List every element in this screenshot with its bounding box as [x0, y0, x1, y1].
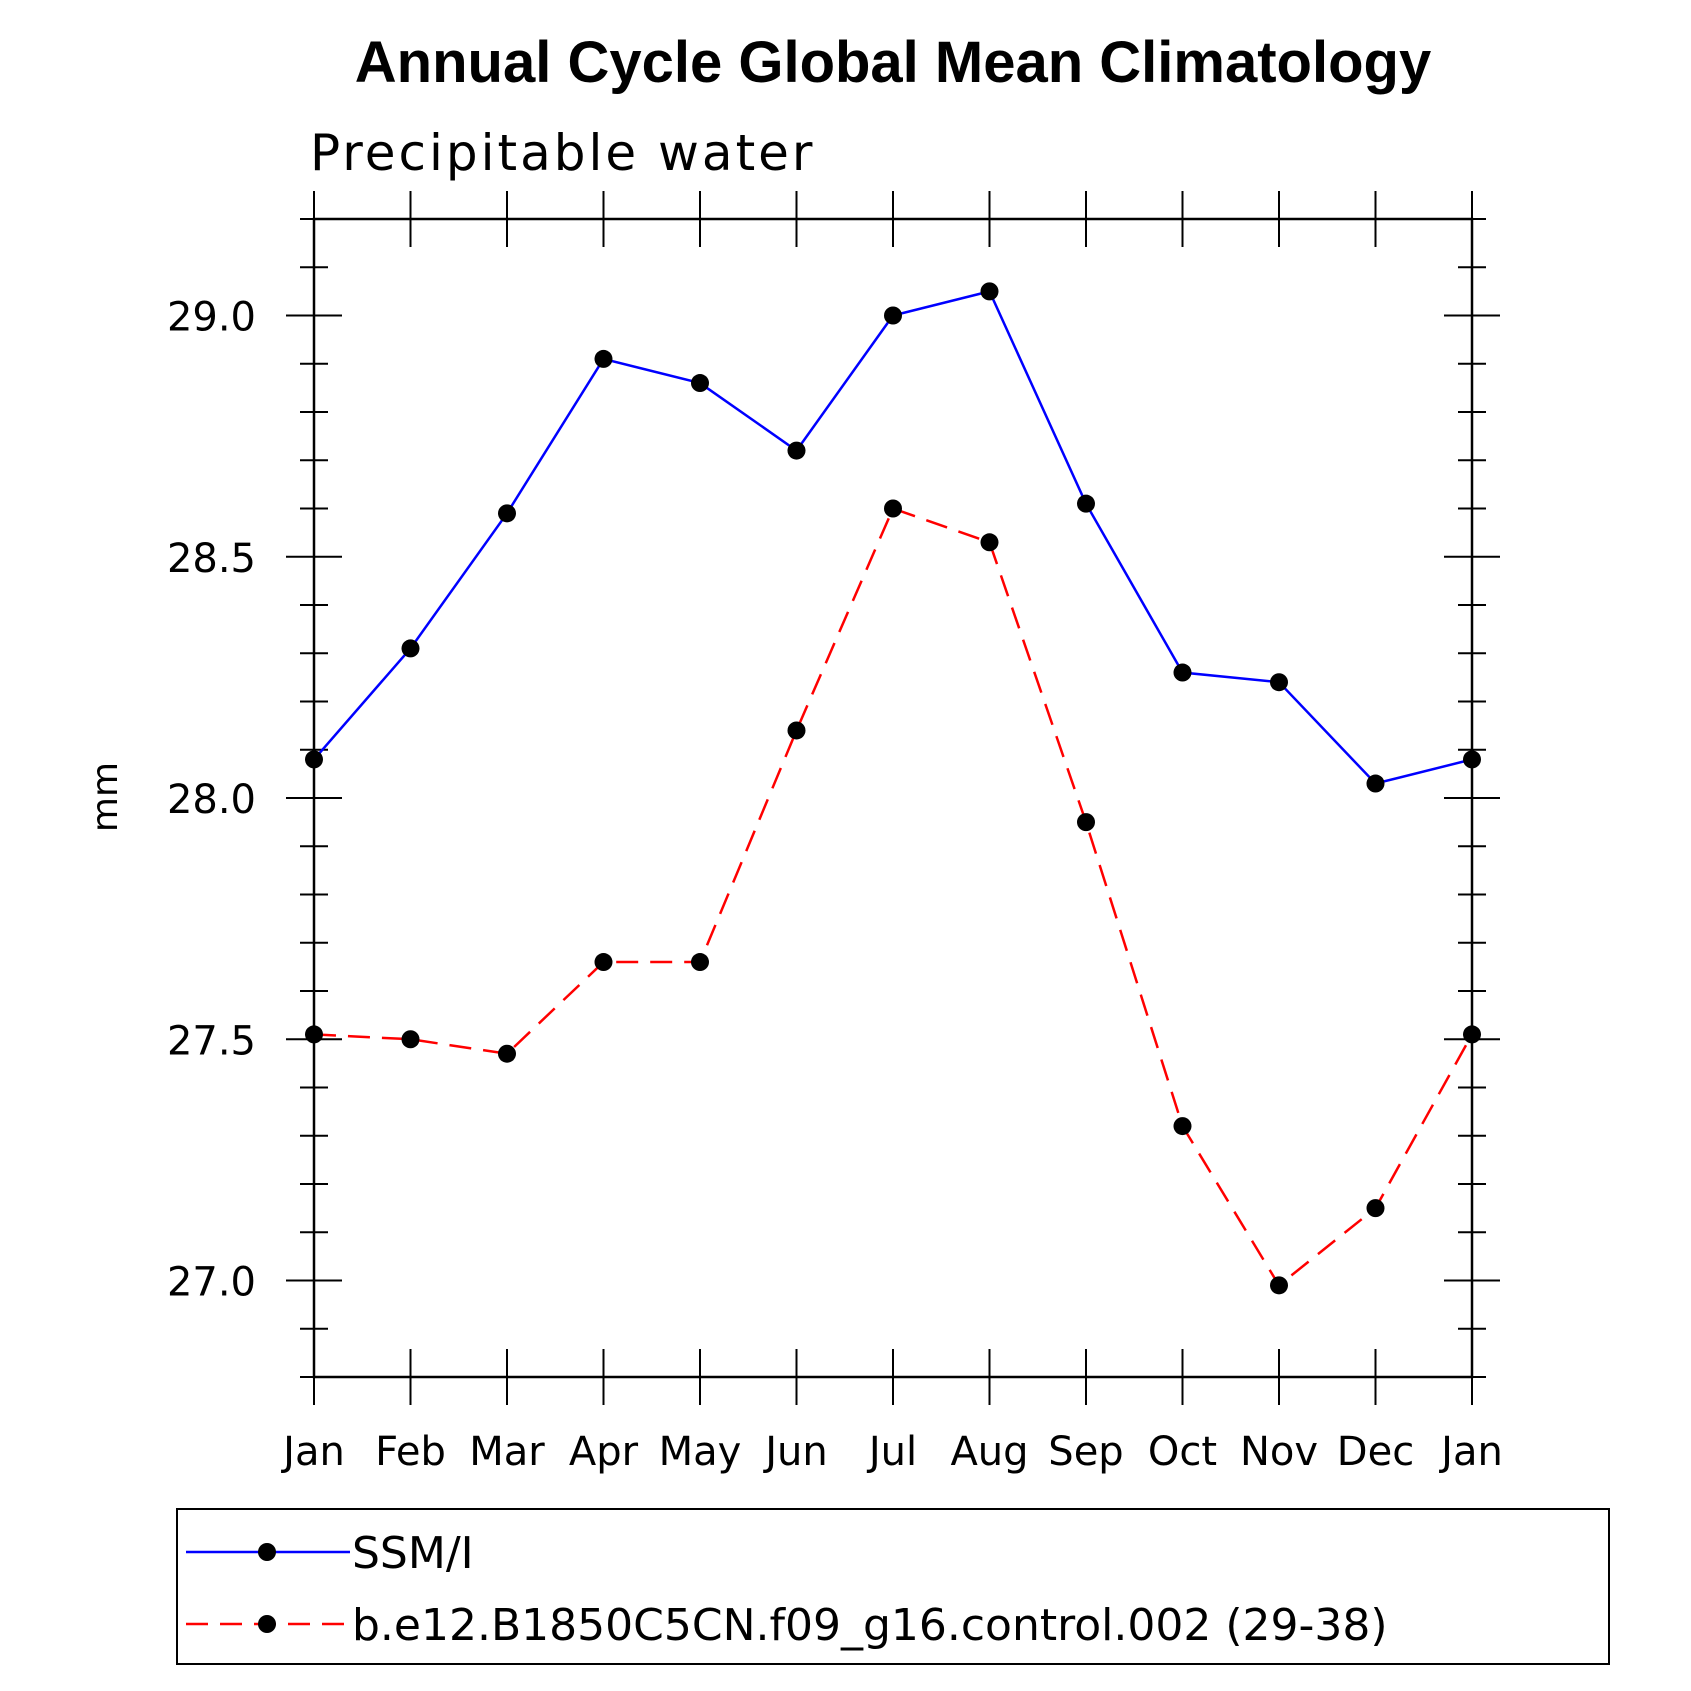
data-point-series-1: [884, 499, 902, 518]
x-ticks: Jan Feb Mar Apr May Jun Jul Aug Sep Oct Nov Dec Jan: [280, 191, 1503, 1475]
data-point-series-1: [1173, 1117, 1192, 1136]
data-point-series-1: [1077, 813, 1095, 832]
x-tick-label: Nov: [1240, 1429, 1318, 1475]
y-axis-label: mm: [85, 762, 126, 832]
legend-marker-ssmi: [258, 1543, 276, 1561]
data-point-series-0: [401, 639, 420, 658]
data-point-series-0: [691, 374, 709, 393]
data-point-series-1: [498, 1044, 516, 1063]
y-tick-label: 27.5: [167, 1018, 256, 1064]
legend-marker-model: [258, 1615, 276, 1633]
data-point-series-1: [305, 1025, 323, 1044]
chart-title: Annual Cycle Global Mean Climatology: [355, 30, 1431, 95]
chart-subtitle: Precipitable water: [310, 124, 816, 182]
data-point-series-1: [787, 721, 806, 740]
x-tick-label: Aug: [950, 1429, 1028, 1475]
data-point-series-1: [594, 953, 613, 972]
data-point-series-0: [1173, 663, 1192, 682]
x-tick-label: Jul: [866, 1429, 917, 1475]
series-line-1: [313, 506, 1474, 1288]
plot-area-frame: [312, 217, 1474, 1379]
data-point-series-0: [1077, 494, 1095, 513]
x-tick-label: Jan: [280, 1429, 345, 1475]
y-tick-label: 28.5: [167, 536, 256, 582]
x-tick-label: Oct: [1148, 1429, 1217, 1475]
x-tick-label: Jan: [1438, 1429, 1503, 1475]
data-point-series-0: [305, 750, 323, 769]
data-point-series-0: [1366, 774, 1385, 793]
data-point-series-1: [980, 533, 999, 552]
data-point-series-1: [1270, 1276, 1288, 1295]
x-tick-label: Dec: [1337, 1429, 1414, 1475]
y-ticks: 27.0 27.5 28.0 28.5 29.0: [167, 218, 1500, 1378]
data-point-series-0: [1270, 673, 1288, 692]
x-tick-label: Sep: [1048, 1429, 1123, 1475]
series-line-0: [313, 289, 1473, 785]
data-point-series-0: [498, 504, 516, 523]
x-tick-label: Mar: [469, 1429, 545, 1475]
data-point-series-0: [1463, 750, 1481, 769]
data-point-series-1: [691, 953, 709, 972]
data-point-series-1: [1366, 1199, 1385, 1218]
series-layer: [305, 282, 1481, 1295]
x-tick-label: May: [659, 1429, 742, 1475]
data-point-series-0: [884, 306, 902, 325]
x-tick-label: Apr: [569, 1429, 639, 1475]
x-tick-label: Feb: [375, 1429, 446, 1475]
legend-label-model: b.e12.B1850C5CN.f09_g16.control.002 (29-…: [352, 1600, 1388, 1651]
legend-box: [176, 1508, 1610, 1665]
data-point-series-0: [594, 349, 613, 368]
y-tick-label: 28.0: [167, 777, 256, 823]
legend-label-ssmi: SSM/I: [352, 1528, 474, 1579]
y-tick-label: 27.0: [167, 1260, 256, 1306]
data-point-series-1: [401, 1030, 420, 1049]
y-tick-label: 29.0: [167, 295, 256, 341]
data-point-series-1: [1463, 1025, 1481, 1044]
data-point-series-0: [980, 282, 999, 301]
legend: SSM/I b.e12.B1850C5CN.f09_g16.control.00…: [176, 1508, 1610, 1665]
x-tick-label: Jun: [762, 1429, 828, 1475]
data-point-series-0: [787, 441, 806, 460]
